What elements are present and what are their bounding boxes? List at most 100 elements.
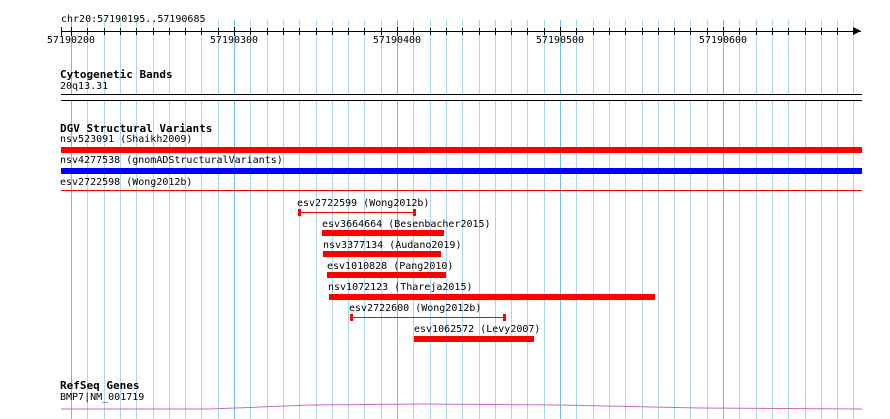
grid-line xyxy=(527,20,528,419)
grid-line-major xyxy=(723,20,724,419)
variant-bar[interactable] xyxy=(329,294,655,300)
variant-line[interactable] xyxy=(61,190,862,191)
variant-range-end xyxy=(413,209,416,216)
variant-bar[interactable] xyxy=(61,168,862,174)
variant-label[interactable]: nsv4277538 (gnomADStructuralVariants) xyxy=(60,155,283,166)
grid-line xyxy=(593,20,594,419)
grid-line xyxy=(169,20,170,419)
cytoband-glyph[interactable] xyxy=(61,94,862,101)
grid-line xyxy=(87,20,88,419)
ruler-tick xyxy=(316,28,317,35)
ruler-tick xyxy=(185,28,186,35)
ruler-tick xyxy=(104,28,105,35)
grid-line xyxy=(674,20,675,419)
ruler-tick xyxy=(267,28,268,35)
variant-range-line[interactable] xyxy=(299,212,415,213)
grid-line xyxy=(625,20,626,419)
refseq-track-title: RefSeq Genes xyxy=(60,379,140,392)
ruler-tick xyxy=(413,28,414,35)
grid-line xyxy=(772,20,773,419)
variant-bar[interactable] xyxy=(327,272,446,278)
ruler-tick xyxy=(821,28,822,35)
variant-label[interactable]: esv1062572 (Levy2007) xyxy=(414,324,541,335)
ruler-tick xyxy=(609,28,610,35)
ruler-tick-label: 57190200 xyxy=(46,35,96,46)
grid-line xyxy=(609,20,610,419)
variant-bar[interactable] xyxy=(61,147,862,153)
ruler-tick-label: 57190300 xyxy=(209,35,259,46)
variant-label[interactable]: esv2722598 (Wong2012b) xyxy=(60,177,193,188)
variant-label[interactable]: esv3664664 (Besenbacher2015) xyxy=(322,219,491,230)
region-label: chr20:57190195..57190685 xyxy=(61,14,206,25)
ruler-tick xyxy=(479,28,480,35)
grid-line xyxy=(381,20,382,419)
ruler-tick xyxy=(853,28,854,35)
grid-line xyxy=(283,20,284,419)
variant-bar[interactable] xyxy=(322,230,444,236)
grid-line xyxy=(462,20,463,419)
gene-intron-line[interactable] xyxy=(0,400,890,419)
variant-label[interactable]: esv2722600 (Wong2012b) xyxy=(349,303,482,314)
grid-line xyxy=(299,20,300,419)
grid-line xyxy=(788,20,789,419)
ruler-tick xyxy=(837,28,838,35)
ruler-tick xyxy=(430,28,431,35)
grid-line xyxy=(120,20,121,419)
variant-label[interactable]: nsv1072123 (Thareja2015) xyxy=(328,282,473,293)
ruler-tick xyxy=(772,28,773,35)
ruler-tick xyxy=(332,28,333,35)
variant-range-start xyxy=(298,209,301,216)
cytoband-label[interactable]: 20q13.31 xyxy=(60,81,109,92)
ruler-axis xyxy=(61,31,861,32)
grid-line xyxy=(642,20,643,419)
ruler-tick xyxy=(283,28,284,35)
ruler-tick xyxy=(201,28,202,35)
ruler-start-tick xyxy=(61,27,62,36)
variant-label[interactable]: nsv523091 (Shaikh2009) xyxy=(60,134,193,145)
ruler-tick xyxy=(625,28,626,35)
variant-range-start xyxy=(350,314,353,321)
grid-line xyxy=(707,20,708,419)
ruler-tick xyxy=(805,28,806,35)
ruler-tick xyxy=(690,28,691,35)
ruler-tick-label: 57190500 xyxy=(535,35,585,46)
ruler-tick xyxy=(71,27,72,36)
gene-label[interactable]: BMP7|NM_001719 xyxy=(60,392,145,403)
grid-line xyxy=(495,20,496,419)
variant-range-line[interactable] xyxy=(351,317,505,318)
variant-bar[interactable] xyxy=(323,251,441,257)
grid-line xyxy=(430,20,431,419)
grid-line-major xyxy=(397,20,398,419)
ruler-tick xyxy=(153,28,154,35)
grid-line xyxy=(364,20,365,419)
ruler-tick xyxy=(218,28,219,35)
ruler-arrow-right-icon xyxy=(853,27,861,35)
grid-line-major xyxy=(234,20,235,419)
ruler-tick xyxy=(120,28,121,35)
grid-line xyxy=(479,20,480,419)
ruler-tick xyxy=(658,28,659,35)
variant-label[interactable]: nsv3377134 (Audano2019) xyxy=(323,240,462,251)
grid-line xyxy=(511,20,512,419)
ruler-tick xyxy=(234,27,235,36)
grid-line-major xyxy=(71,20,72,419)
ruler-tick xyxy=(446,28,447,35)
ruler-tick xyxy=(511,28,512,35)
ruler-tick xyxy=(756,28,757,35)
grid-line xyxy=(136,20,137,419)
grid-line xyxy=(104,20,105,419)
grid-line xyxy=(805,20,806,419)
ruler-tick xyxy=(364,28,365,35)
cytoband-track-title: Cytogenetic Bands xyxy=(60,68,173,81)
variant-label[interactable]: esv2722599 (Wong2012b) xyxy=(297,198,430,209)
grid-line xyxy=(446,20,447,419)
ruler-tick xyxy=(642,28,643,35)
grid-line xyxy=(658,20,659,419)
variant-bar[interactable] xyxy=(414,336,534,342)
variant-label[interactable]: esv1010828 (Pang2010) xyxy=(327,261,454,272)
ruler-tick xyxy=(462,28,463,35)
ruler-tick xyxy=(544,28,545,35)
grid-line xyxy=(316,20,317,419)
grid-line-major xyxy=(560,20,561,419)
ruler-tick xyxy=(739,28,740,35)
